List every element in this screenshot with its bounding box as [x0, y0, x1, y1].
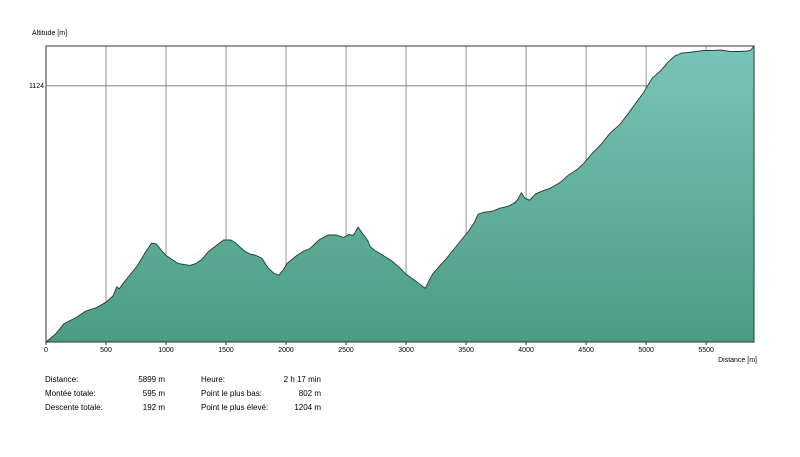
stat-row: Montée totale: 595 m — [45, 387, 165, 401]
stat-row: Descente totale: 192 m — [45, 401, 165, 415]
y-axis-label: Altitude [m] — [32, 30, 67, 37]
elevation-area — [46, 46, 754, 342]
area-series — [45, 45, 755, 343]
x-tick-label: 2000 — [278, 347, 294, 354]
stat-value: 595 m — [142, 389, 165, 398]
stat-value: 192 m — [142, 403, 165, 412]
elevation-line — [45, 45, 755, 343]
stat-row: Distance: 5899 m — [45, 373, 165, 387]
stat-label: Heure: — [201, 375, 226, 384]
stat-row: Point le plus bas: 802 m — [201, 387, 321, 401]
stat-row: Point le plus élevé: 1204 m — [201, 401, 321, 415]
x-tick-label: 1500 — [218, 347, 234, 354]
x-tick-label: 5500 — [698, 347, 714, 354]
x-tick-label: 0 — [44, 347, 48, 354]
x-tick-label: 3000 — [398, 347, 414, 354]
stat-label: Point le plus bas: — [201, 389, 262, 398]
stat-value: 1204 m — [294, 403, 321, 412]
y-tick-label: 1124 — [29, 83, 44, 90]
stat-value: 5899 m — [138, 375, 165, 384]
x-tick-label: 4500 — [578, 347, 594, 354]
x-tick-label: 3500 — [458, 347, 474, 354]
stat-label: Point le plus élevé: — [201, 403, 269, 412]
x-tick-label: 1000 — [158, 347, 174, 354]
x-tick-label: 5000 — [638, 347, 654, 354]
stat-row: Heure: 2 h 17 min — [201, 373, 321, 387]
plot-frame — [45, 45, 755, 343]
x-tick-label: 4000 — [518, 347, 534, 354]
stats-summary-left: Distance: 5899 m Montée totale: 595 m Descen… — [45, 373, 165, 415]
stat-value: 802 m — [298, 389, 321, 398]
x-axis-label: Distance [m] — [718, 357, 757, 364]
elevation-profile-chart: Altitude [m] Distance [m] 0 500 1000 1500 20… — [29, 30, 757, 364]
x-axis-ticks: 0 500 1000 1500 2000 2500 3000 3500 4000 4500 5000… — [44, 342, 714, 354]
stat-label: Descente totale: — [45, 403, 103, 412]
stat-label: Distance: — [45, 375, 79, 384]
stat-label: Montée totale: — [45, 389, 96, 398]
x-tick-label: 2500 — [338, 347, 354, 354]
x-tick-label: 500 — [100, 347, 112, 354]
y-axis-ticks: 1124 — [29, 83, 44, 90]
stat-value: 2 h 17 min — [283, 375, 321, 384]
